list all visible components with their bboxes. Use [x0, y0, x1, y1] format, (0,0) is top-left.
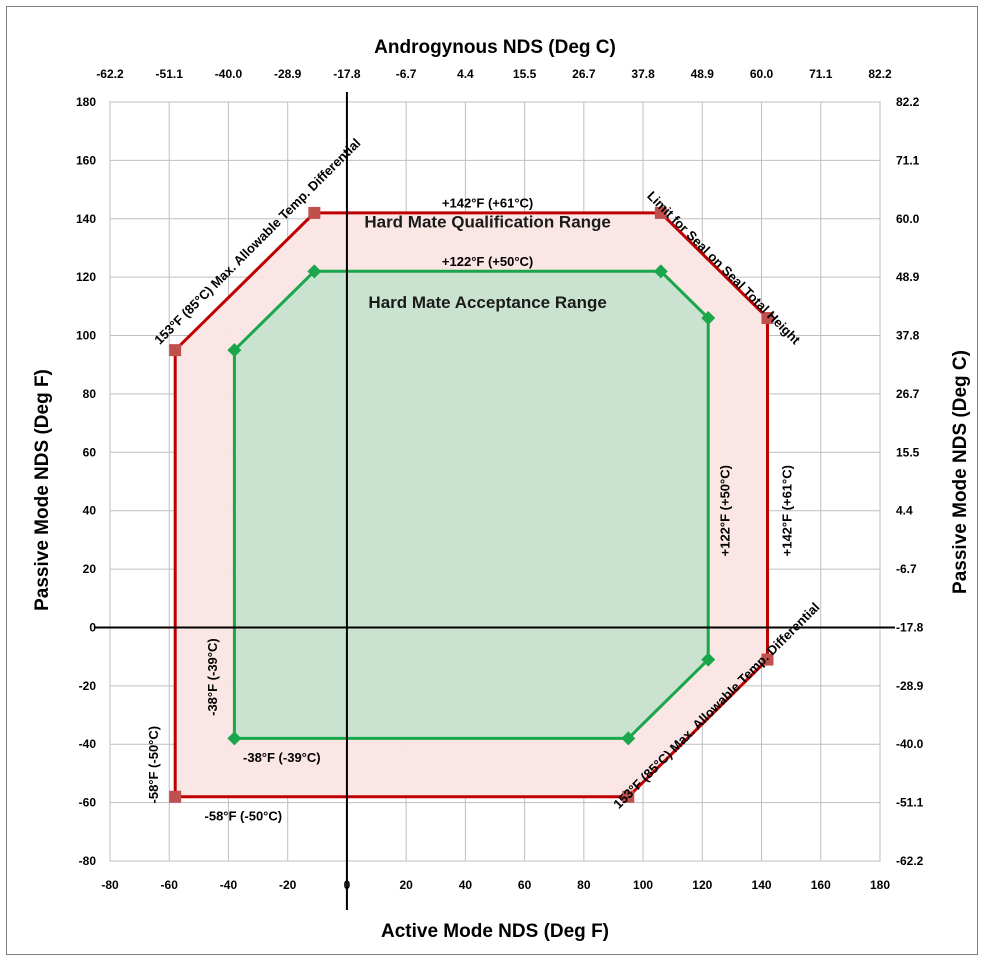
- axes: [95, 92, 895, 910]
- range-polygon-2: [232, 269, 710, 740]
- x2-tick-label: -28.9: [274, 67, 302, 81]
- square-marker: [308, 206, 321, 219]
- x2-tick-label: -40.0: [215, 67, 243, 81]
- data-markers: [169, 206, 774, 803]
- y2-tick-label: 48.9: [896, 270, 920, 284]
- x2-tick-label: -51.1: [156, 67, 184, 81]
- annotation-label: +122°F (+50°C): [442, 254, 533, 269]
- y2-tick-label: -6.7: [896, 562, 917, 576]
- square-marker: [169, 790, 182, 803]
- x2-tick-label: 82.2: [868, 67, 892, 81]
- y-tick-label: 100: [76, 329, 96, 343]
- annotation-label: -58°F (-50°C): [205, 809, 283, 824]
- y2-axis-title: Passive Mode NDS (Deg C): [950, 350, 971, 594]
- annotation-label: -38°F (-39°C): [243, 750, 321, 765]
- x2-tick-label: 48.9: [691, 67, 715, 81]
- x2-tick-label: -62.2: [96, 67, 124, 81]
- square-marker: [622, 790, 635, 803]
- x-tick-label: 0: [344, 878, 351, 892]
- x-tick-label: 40: [459, 878, 473, 892]
- x2-tick-label: 15.5: [513, 67, 537, 81]
- y2-tick-label: -40.0: [896, 737, 924, 751]
- annotation-label: +142°F (+61°C): [780, 465, 795, 556]
- range-label: Hard Mate Qualification Range: [364, 213, 611, 232]
- square-marker: [761, 653, 774, 666]
- annotation-label: +142°F (+61°C): [442, 196, 533, 211]
- y-tick-label: -40: [79, 737, 97, 751]
- annotation-label: -58°F (-50°C): [146, 726, 161, 804]
- y-tick-label: 20: [83, 562, 97, 576]
- annotation-label: -38°F (-39°C): [205, 638, 220, 716]
- y-axis-title: Passive Mode NDS (Deg F): [32, 369, 53, 611]
- x2-tick-label: 26.7: [572, 67, 596, 81]
- y2-tick-label: -28.9: [896, 679, 924, 693]
- y2-tick-label: -62.2: [896, 854, 924, 868]
- x-tick-label: -60: [161, 878, 179, 892]
- y2-tick-label: 4.4: [896, 504, 913, 518]
- y-tick-label: 40: [83, 504, 97, 518]
- square-marker: [654, 206, 667, 219]
- y2-tick-label: 26.7: [896, 387, 920, 401]
- x2-tick-label: 60.0: [750, 67, 774, 81]
- x-tick-label: 20: [399, 878, 413, 892]
- x-tick-label: -20: [279, 878, 297, 892]
- diamond-marker: [227, 731, 242, 746]
- y-tick-label: 80: [83, 387, 97, 401]
- y-tick-label: 120: [76, 270, 96, 284]
- y2-tick-label: 15.5: [896, 445, 920, 459]
- y2-tick-label: 37.8: [896, 329, 920, 343]
- diamond-marker: [227, 343, 242, 358]
- x-tick-label: 140: [752, 878, 772, 892]
- x-tick-label: -40: [220, 878, 238, 892]
- x-axis-title: Active Mode NDS (Deg F): [381, 921, 609, 942]
- y-tick-label: 140: [76, 212, 96, 226]
- x2-tick-label: 37.8: [631, 67, 655, 81]
- y2-tick-label: -51.1: [896, 796, 924, 810]
- x-tick-label: 160: [811, 878, 831, 892]
- x2-tick-label: 71.1: [809, 67, 833, 81]
- chart-frame: [6, 6, 978, 955]
- x-tick-label: 100: [633, 878, 653, 892]
- x-tick-label: 60: [518, 878, 532, 892]
- x2-tick-label: -17.8: [333, 67, 361, 81]
- tick-labels: -80 -60 -40 -20 0 20 40 60 80 100 120 140 160 180 -80 -…: [76, 67, 924, 892]
- y2-tick-label: 71.1: [896, 153, 920, 167]
- annotation-label: +122°F (+50°C): [717, 465, 732, 556]
- x2-axis-title: Androgynous NDS (Deg C): [374, 37, 616, 58]
- diamond-marker: [621, 731, 636, 746]
- y-tick-label: 60: [83, 445, 97, 459]
- y-tick-label: -60: [79, 796, 97, 810]
- range-label: Hard Mate Acceptance Range: [368, 293, 606, 312]
- diamond-marker: [701, 652, 716, 667]
- range-polygons: [173, 211, 769, 799]
- y-tick-label: 180: [76, 95, 96, 109]
- square-marker: [761, 312, 774, 325]
- y2-tick-label: -17.8: [896, 620, 924, 634]
- diamond-marker: [701, 311, 716, 326]
- y-tick-label: -80: [79, 854, 97, 868]
- y2-tick-label: 60.0: [896, 212, 920, 226]
- diamond-marker: [653, 264, 668, 279]
- y-tick-label: -20: [79, 679, 97, 693]
- x-tick-label: 80: [577, 878, 591, 892]
- y-tick-label: 160: [76, 153, 96, 167]
- x2-tick-label: 4.4: [457, 67, 474, 81]
- x-tick-label: 120: [692, 878, 712, 892]
- square-marker: [169, 344, 182, 357]
- y2-tick-label: 82.2: [896, 95, 920, 109]
- x2-tick-label: -6.7: [396, 67, 417, 81]
- diamond-marker: [307, 264, 322, 279]
- x-tick-label: 180: [870, 878, 890, 892]
- y-tick-label: 0: [89, 620, 96, 634]
- x-tick-label: -80: [101, 878, 119, 892]
